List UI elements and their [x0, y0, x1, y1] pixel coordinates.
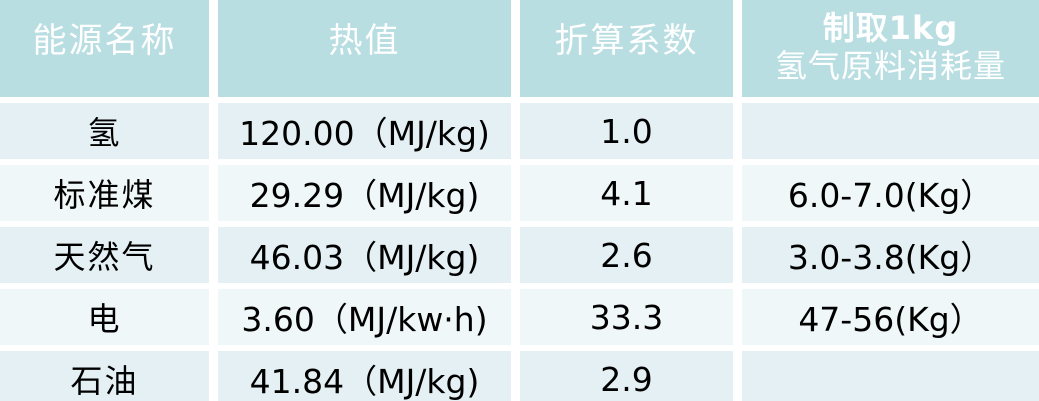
cell-heat-value: 41.84（MJ/kg): [218, 351, 511, 401]
cell-consumption: 47-56(Kg）: [742, 289, 1039, 345]
header-hydrogen-feedstock-consumption-line1: 制取1kg: [822, 9, 959, 47]
cell-heat-value: 120.00（MJ/kg): [218, 103, 511, 159]
header-conversion-coefficient: 折算系数: [520, 0, 733, 97]
cell-energy-name: 标准煤: [0, 165, 209, 221]
header-energy-name: 能源名称: [0, 0, 209, 97]
cell-heat-value: 3.60（MJ/kw·h): [218, 289, 511, 345]
cell-energy-name: 天然气: [0, 227, 209, 283]
cell-consumption: 6.0-7.0(Kg）: [742, 165, 1039, 221]
cell-consumption: [742, 103, 1039, 159]
cell-coefficient: 4.1: [520, 165, 733, 221]
cell-heat-value: 29.29（MJ/kg): [218, 165, 511, 221]
cell-energy-name: 石油: [0, 351, 209, 401]
cell-consumption: [742, 351, 1039, 401]
cell-consumption: 3.0-3.8(Kg）: [742, 227, 1039, 283]
cell-coefficient: 1.0: [520, 103, 733, 159]
cell-energy-name: 电: [0, 289, 209, 345]
cell-coefficient: 2.6: [520, 227, 733, 283]
cell-coefficient: 2.9: [520, 351, 733, 401]
cell-energy-name: 氢: [0, 103, 209, 159]
header-hydrogen-feedstock-consumption: 制取1kg 氢气原料消耗量: [742, 0, 1039, 97]
cell-heat-value: 46.03（MJ/kg): [218, 227, 511, 283]
header-hydrogen-feedstock-consumption-line2: 氢气原料消耗量: [774, 47, 1006, 85]
header-heat-value: 热值: [218, 0, 511, 97]
cell-coefficient: 33.3: [520, 289, 733, 345]
